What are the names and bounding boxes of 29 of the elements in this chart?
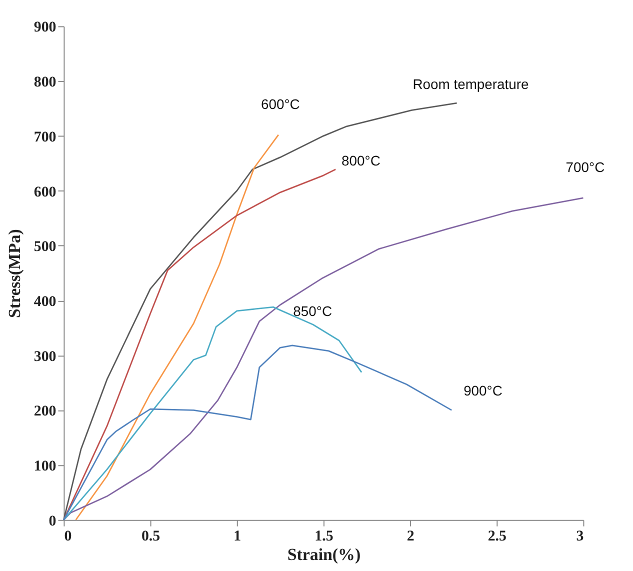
line-series	[63, 306, 362, 521]
series-label: 800°C	[342, 152, 380, 168]
series-label: 900°C	[464, 382, 502, 398]
x-tick-label: 1.5	[314, 528, 334, 544]
line-series	[63, 344, 452, 521]
x-tick-label: 1	[234, 528, 242, 544]
x-tick-label: 2	[406, 528, 414, 544]
x-tick-label: 3	[576, 528, 584, 544]
y-tick-label: 800	[34, 74, 56, 91]
y-tick-label: 300	[34, 348, 56, 365]
y-tick-label: 500	[34, 239, 56, 256]
y-tick-label: 700	[34, 129, 56, 146]
x-tick-label: 2.5	[488, 528, 506, 544]
y-tick-label: 900	[34, 20, 56, 36]
y-tick-label: 100	[34, 458, 56, 475]
x-axis-title: Strain(%)	[287, 545, 361, 564]
y-axis-title: Stress(MPa)	[4, 229, 24, 318]
line-series	[63, 168, 336, 521]
x-tick-label: 0.5	[141, 528, 160, 544]
series-label: Room temperature	[412, 76, 530, 92]
y-tick-label: 600	[34, 184, 56, 200]
series-label: 700°C	[566, 159, 605, 176]
y-tick-label: 0	[48, 513, 56, 530]
y-tick-label: 200	[34, 404, 56, 420]
text: 600°C	[261, 96, 300, 112]
y-tick-label: 400	[34, 294, 56, 310]
x-tick-label: 0	[64, 528, 72, 544]
series-label: 850°C	[293, 303, 332, 320]
line-series	[75, 134, 280, 521]
